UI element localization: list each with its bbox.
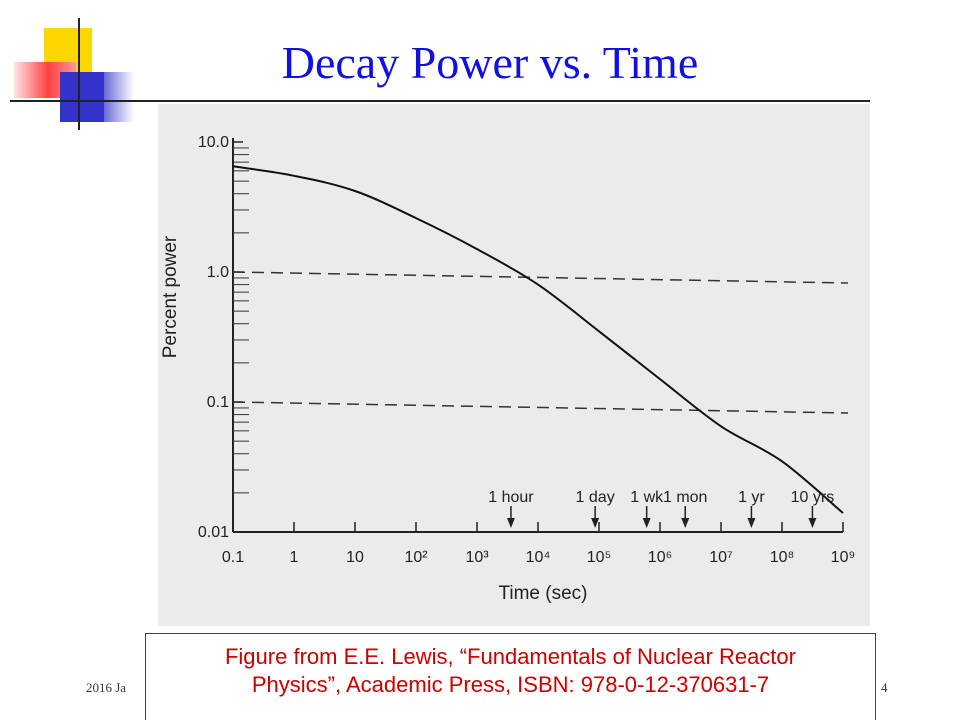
- y-tick-label: 0.01: [198, 524, 229, 541]
- time-annotation-label: 1 day: [576, 489, 615, 506]
- time-annotation-arrowhead: [506, 518, 515, 528]
- y-axis-label: Percent power: [160, 235, 181, 358]
- y-tick-label: 0.1: [207, 394, 229, 411]
- figure-caption: Figure from E.E. Lewis, “Fundamentals of…: [145, 633, 876, 720]
- decor-blue-square: [60, 72, 104, 122]
- x-tick-label: 10⁶: [648, 549, 672, 566]
- x-tick-label: 10: [346, 549, 364, 566]
- time-annotation-arrowhead: [747, 518, 756, 528]
- decor-blue-fade: [104, 72, 134, 122]
- x-tick-label: 10⁹: [831, 549, 856, 566]
- x-tick-label: 10⁵: [587, 549, 611, 566]
- x-tick-label: 10²: [404, 549, 428, 566]
- decay-power-chart: 10.0 1.0 0.1 0.01 0.1 1 10 10² 10³ 10⁴ 10⁵ 10⁶ 10⁷ 10…: [160, 134, 856, 604]
- time-annotation-arrowhead: [681, 518, 690, 528]
- time-annotation-label: 1 yr: [738, 489, 765, 506]
- x-tick-label: 0.1: [222, 549, 244, 566]
- x-tick-label: 1: [290, 549, 299, 566]
- y-tick-label: 1.0: [207, 264, 229, 281]
- decay-power-curve: [232, 165, 844, 514]
- caption-line-1: Figure from E.E. Lewis, “Fundamentals of…: [224, 644, 796, 669]
- y-tick-label: 10.0: [198, 134, 229, 151]
- time-annotation-arrowhead: [591, 518, 600, 528]
- dashed-reference-line: [232, 271, 849, 284]
- time-annotation-label: 1 wk: [630, 489, 664, 506]
- footer-page-number: 4: [881, 680, 888, 695]
- slide-title: Decay Power vs. Time: [281, 37, 699, 88]
- x-tick-label: 10⁷: [709, 549, 733, 566]
- time-annotation-arrowhead: [808, 518, 817, 528]
- x-tick-label: 10⁴: [526, 549, 551, 566]
- footer-date: 2016 Ja: [86, 680, 127, 695]
- title-underline: [10, 100, 870, 102]
- decor-vertical-line: [78, 18, 80, 130]
- time-annotation-label: 1 hour: [488, 489, 534, 506]
- time-annotation-label: 1 mon: [663, 489, 707, 506]
- time-annotation-label: 10 yrs: [791, 489, 835, 506]
- time-annotation-arrowhead: [642, 518, 651, 528]
- dashed-reference-line: [232, 401, 849, 414]
- caption-line-2: Physics”, Academic Press, ISBN: 978-0-12…: [251, 672, 770, 697]
- x-axis-label: Time (sec): [498, 583, 587, 604]
- x-tick-label: 10⁸: [770, 549, 795, 566]
- x-tick-label: 10³: [465, 549, 489, 566]
- figure-panel: 10.0 1.0 0.1 0.01 0.1 1 10 10² 10³ 10⁴ 10⁵ 10⁶ 10⁷ 10…: [158, 104, 870, 626]
